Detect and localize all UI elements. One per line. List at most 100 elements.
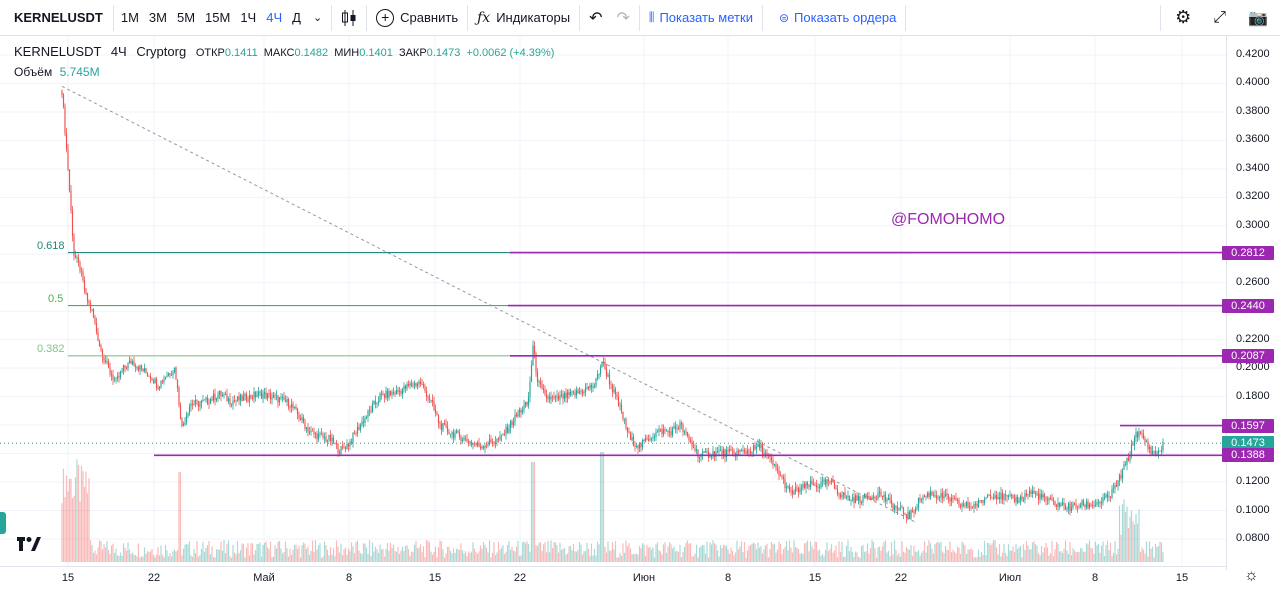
candle-body: [716, 451, 719, 453]
symbol-search-button[interactable]: KERNELUSDT: [14, 10, 103, 25]
candle-body: [578, 391, 581, 393]
volume-bar: [109, 554, 111, 562]
candle-body: [305, 427, 308, 429]
volume-bar: [521, 542, 524, 562]
candle-body: [373, 401, 375, 405]
price-axis-label: 0.2600: [1236, 275, 1270, 288]
chart-plot-area[interactable]: [0, 36, 1226, 570]
volume-bar: [545, 552, 548, 562]
candle-body: [886, 500, 888, 502]
candle-body: [427, 396, 429, 398]
candle-body: [254, 391, 257, 398]
interval-dropdown-button[interactable]: ⌄: [306, 0, 329, 36]
volume-bar: [544, 542, 546, 562]
time-axis-label: 8: [1091, 572, 1099, 584]
volume-bar: [421, 552, 423, 562]
candle-body: [541, 383, 543, 388]
candle-body: [404, 385, 407, 389]
candle-body: [932, 495, 935, 496]
side-panel-tab[interactable]: [0, 512, 6, 534]
show-marks-button[interactable]: ⫼ Показать метки: [642, 0, 760, 36]
indicators-button[interactable]: ƒx Индикаторы: [470, 0, 577, 36]
interval-1-button[interactable]: 3М: [148, 10, 167, 25]
volume-bar: [296, 548, 299, 562]
tradingview-logo[interactable]: [17, 537, 41, 554]
axis-settings-icon[interactable]: ☼: [1244, 567, 1259, 584]
candle-body: [998, 497, 1001, 499]
price-axis-label: 0.4000: [1236, 76, 1270, 89]
candle-body: [1025, 493, 1028, 496]
candle-body: [334, 443, 336, 445]
fullscreen-button[interactable]: ⤢: [1203, 0, 1236, 36]
candle-body: [1141, 432, 1143, 434]
volume-bar: [143, 547, 146, 562]
volume-bar: [1061, 552, 1064, 562]
compare-button[interactable]: + Сравнить: [369, 0, 465, 36]
chart-type-button[interactable]: [334, 0, 364, 36]
candle-body: [851, 497, 854, 500]
time-axis[interactable]: [0, 566, 1226, 593]
volume-bar: [638, 546, 641, 562]
volume-bar: [692, 556, 695, 562]
candle-body: [86, 293, 89, 302]
settings-button[interactable]: ⚙: [1163, 0, 1203, 36]
volume-bar: [254, 550, 257, 562]
volume-bar: [1126, 506, 1128, 562]
candle-body: [316, 433, 318, 440]
candle-body: [806, 482, 809, 486]
candle-body: [965, 502, 968, 507]
candle-body: [98, 341, 101, 347]
candle-body: [398, 391, 401, 392]
volume-bar: [622, 543, 624, 562]
candle-body: [650, 438, 653, 439]
candle-body: [331, 437, 333, 442]
volume-bar: [370, 555, 372, 562]
volume-bar: [655, 544, 657, 562]
volume-bar: [944, 545, 947, 562]
volume-bar: [814, 541, 816, 562]
volume-bar: [448, 546, 450, 562]
legend-high-value: 0.1482: [294, 47, 329, 59]
candle-body: [236, 396, 239, 401]
volume-bar: [446, 546, 449, 562]
show-orders-button[interactable]: ⊜ Показать ордера: [765, 0, 903, 36]
volume-bar: [181, 555, 183, 562]
volume-bar: [1115, 554, 1118, 562]
interval-6-button[interactable]: Д: [292, 10, 301, 25]
trendline-dashed: [61, 85, 916, 523]
screenshot-button[interactable]: 📷: [1236, 0, 1280, 36]
candle-body: [743, 450, 746, 452]
interval-2-button[interactable]: 5М: [176, 10, 196, 25]
interval-5-button[interactable]: 4Ч: [266, 10, 283, 25]
volume-bar: [667, 546, 669, 562]
candle-body: [665, 430, 668, 432]
price-axis-label: 0.3200: [1236, 190, 1270, 203]
interval-4-button[interactable]: 1Ч: [240, 10, 257, 25]
candle-body: [1082, 500, 1085, 506]
volume-bar: [83, 486, 86, 562]
volume-bar: [851, 551, 854, 562]
candle-body: [1003, 494, 1005, 500]
candle-body: [434, 409, 437, 413]
volume-bar: [488, 540, 491, 562]
candle-body: [590, 384, 593, 388]
candle-body: [881, 495, 884, 497]
volume-bar: [608, 550, 611, 562]
interval-3-button[interactable]: 15М: [205, 10, 231, 25]
candle-body: [274, 395, 276, 397]
candle-body: [850, 499, 852, 501]
interval-0-button[interactable]: 1М: [120, 10, 139, 25]
undo-button[interactable]: ↶: [582, 0, 609, 36]
volume-bar: [352, 546, 354, 562]
volume-bar: [1012, 546, 1014, 562]
candle-body: [194, 400, 197, 405]
fx-icon: ƒx: [477, 9, 491, 26]
volume-bar: [722, 544, 725, 562]
volume-bar: [1019, 545, 1022, 562]
candle-body: [671, 428, 674, 436]
redo-button[interactable]: ↷: [610, 0, 637, 36]
candle-body: [122, 365, 125, 371]
candle-body: [980, 500, 983, 502]
candle-body: [326, 439, 329, 441]
candle-body: [547, 396, 549, 399]
